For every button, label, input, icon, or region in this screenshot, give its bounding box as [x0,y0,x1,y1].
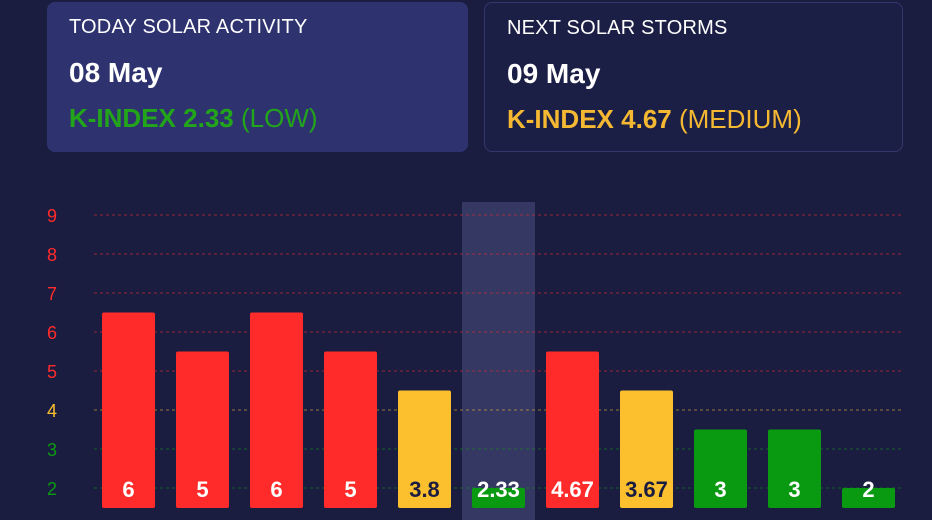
bar [694,429,747,508]
bar-value-label: 3.67 [625,477,668,502]
today-kindex: K-INDEX 2.33 (LOW) [69,103,446,134]
y-tick-label: 3 [47,440,57,460]
bar-value-label: 4.67 [551,477,594,502]
bar-value-label: 3.8 [409,477,440,502]
y-tick-label: 8 [47,245,57,265]
today-kindex-label: K-INDEX [69,103,176,133]
next-date: 09 May [507,58,601,89]
bar-value-label: 5 [344,477,356,502]
y-tick-label: 4 [47,401,57,421]
next-level: (MEDIUM) [678,104,802,134]
bar [102,312,155,508]
y-tick-label: 7 [47,284,57,304]
bar [620,390,673,508]
bar-value-label: 3 [714,477,726,502]
bar [472,488,525,508]
next-kindex: K-INDEX 4.67 (MEDIUM) [507,104,880,135]
today-kindex-value: 2.33 [183,103,234,133]
y-tick-label: 5 [47,362,57,382]
next-card-label: NEXT SOLAR STORMS [507,17,728,39]
y-tick-label: 6 [47,323,57,343]
bar-value-label: 2 [862,477,874,502]
today-date: 08 May [69,57,163,88]
y-tick-label: 2 [47,479,57,499]
bar [842,488,895,508]
today-level: (LOW) [240,103,318,133]
today-card-label: TODAY SOLAR ACTIVITY [69,16,308,38]
bar-value-label: 6 [122,477,134,502]
bar-value-label: 6 [270,477,282,502]
next-kindex-value: 4.67 [621,104,672,134]
bar [176,351,229,508]
bar [250,312,303,508]
highlight-column [462,202,535,520]
next-kindex-label: K-INDEX [507,104,614,134]
next-storms-card: NEXT SOLAR STORMS 09 May K-INDEX 4.67 (M… [484,2,903,152]
y-tick-label: 1 [47,518,57,520]
bar [768,429,821,508]
bar [398,390,451,508]
bar [546,351,599,508]
today-activity-card: TODAY SOLAR ACTIVITY 08 May K-INDEX 2.33… [47,2,468,152]
bar-value-label: 2.33 [477,477,520,502]
bar-value-label: 5 [196,477,208,502]
bar-value-label: 3 [788,477,800,502]
y-tick-label: 9 [47,206,57,226]
bar [324,351,377,508]
